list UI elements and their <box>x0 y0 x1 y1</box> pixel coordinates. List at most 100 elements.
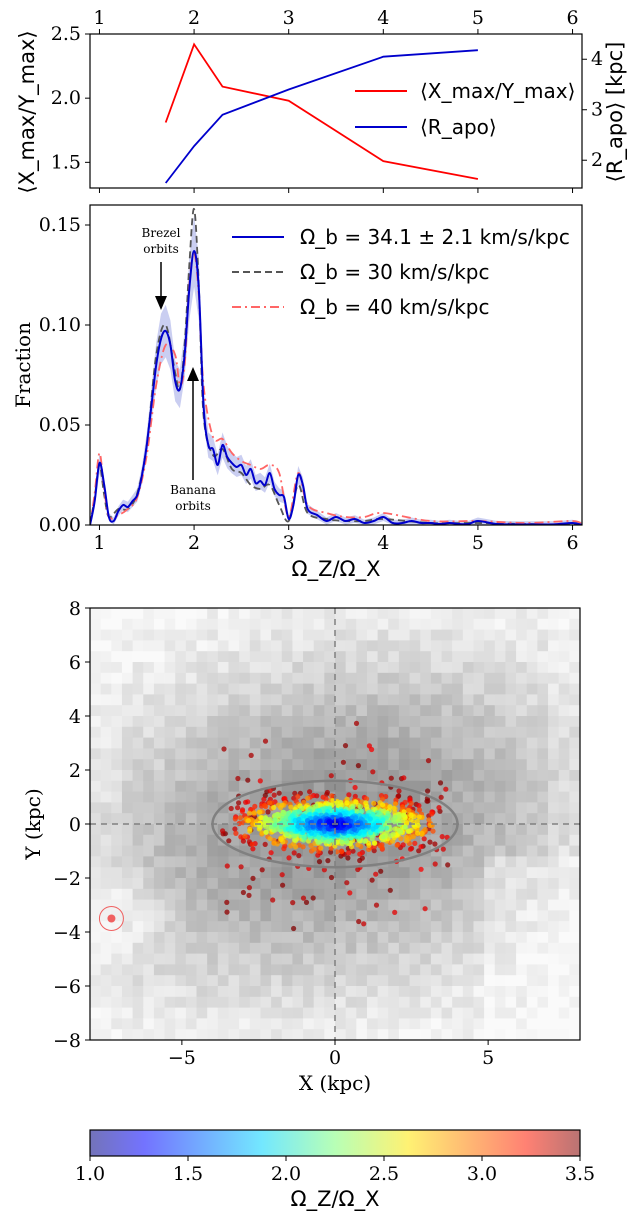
density-cell <box>121 996 134 1008</box>
density-cell <box>537 813 549 825</box>
density-cell <box>484 834 496 846</box>
density-cell <box>569 629 580 641</box>
star-point <box>279 802 285 808</box>
density-cell <box>313 759 325 771</box>
density-cell <box>388 618 400 630</box>
density-cell <box>132 899 144 911</box>
density-cell <box>473 802 485 814</box>
density-cell <box>196 1007 208 1019</box>
density-cell <box>569 813 580 825</box>
density-cell <box>153 867 165 879</box>
density-cell <box>462 953 474 965</box>
density-cell <box>526 964 538 976</box>
density-cell <box>175 921 187 933</box>
density-cell <box>409 608 421 620</box>
density-cell <box>494 780 506 792</box>
density-cell <box>462 726 474 738</box>
density-cell <box>516 899 528 911</box>
density-cell <box>175 770 187 782</box>
density-cell <box>153 824 165 836</box>
star-point <box>330 814 336 820</box>
density-cell <box>132 608 144 620</box>
density-cell <box>281 986 293 998</box>
density-cell <box>516 672 528 684</box>
density-cell <box>207 694 219 706</box>
density-cell <box>90 748 102 760</box>
density-cell <box>217 942 229 954</box>
density-cell <box>217 726 229 738</box>
star-point <box>380 802 386 808</box>
density-cell <box>569 748 580 760</box>
density-cell <box>111 672 123 684</box>
density-cell <box>260 953 272 965</box>
density-cell <box>175 996 187 1008</box>
density-cell <box>484 942 496 954</box>
density-cell <box>196 813 208 825</box>
density-cell <box>484 694 496 706</box>
density-cell <box>132 1029 144 1040</box>
density-cell <box>569 910 580 922</box>
density-cell <box>249 986 261 998</box>
density-cell <box>462 932 474 944</box>
density-cell <box>335 1029 347 1040</box>
star-point <box>232 826 238 832</box>
density-cell <box>505 921 517 933</box>
density-cell <box>526 716 538 728</box>
density-cell <box>143 986 155 998</box>
density-cell <box>175 953 187 965</box>
density-cell <box>121 953 134 965</box>
density-cell <box>441 878 453 890</box>
density-cell <box>271 705 283 717</box>
density-cell <box>335 888 347 900</box>
density-cell <box>526 953 538 965</box>
star-point <box>415 822 421 828</box>
density-cell <box>484 964 496 976</box>
density-cell <box>303 986 315 998</box>
density-cell <box>292 608 304 620</box>
density-cell <box>260 608 272 620</box>
density-cell <box>377 705 389 717</box>
density-cell <box>164 834 176 846</box>
density-cell <box>281 932 293 944</box>
density-cell <box>260 770 272 782</box>
density-cell <box>537 942 549 954</box>
star-point <box>388 775 394 781</box>
density-cell <box>175 1007 187 1019</box>
density-cell <box>505 813 517 825</box>
density-cell <box>409 1018 421 1030</box>
density-cell <box>239 932 251 944</box>
density-cell <box>281 662 293 674</box>
density-cell <box>377 932 389 944</box>
density-cell <box>398 737 410 749</box>
density-cell <box>569 737 580 749</box>
density-cell <box>494 640 506 652</box>
density-cell <box>100 813 112 825</box>
density-cell <box>377 770 389 782</box>
density-cell <box>249 672 261 684</box>
density-cell <box>207 888 219 900</box>
density-cell <box>441 705 453 717</box>
density-cell <box>90 867 102 879</box>
density-cell <box>516 748 528 760</box>
density-cell <box>111 878 123 890</box>
density-cell <box>516 964 528 976</box>
density-cell <box>484 705 496 717</box>
density-cell <box>484 878 496 890</box>
density-cell <box>324 716 336 728</box>
density-cell <box>90 694 102 706</box>
density-cell <box>100 1007 112 1019</box>
density-cell <box>462 964 474 976</box>
density-cell <box>90 996 102 1008</box>
density-cell <box>324 899 336 911</box>
density-cell <box>356 770 368 782</box>
star-point <box>296 816 302 822</box>
density-cell <box>196 716 208 728</box>
density-cell <box>335 867 347 879</box>
density-cell <box>558 964 570 976</box>
density-cell <box>505 672 517 684</box>
star-point <box>416 803 422 809</box>
density-cell <box>388 726 400 738</box>
density-cell <box>484 888 496 900</box>
density-cell <box>345 975 357 987</box>
density-cell <box>537 791 549 803</box>
